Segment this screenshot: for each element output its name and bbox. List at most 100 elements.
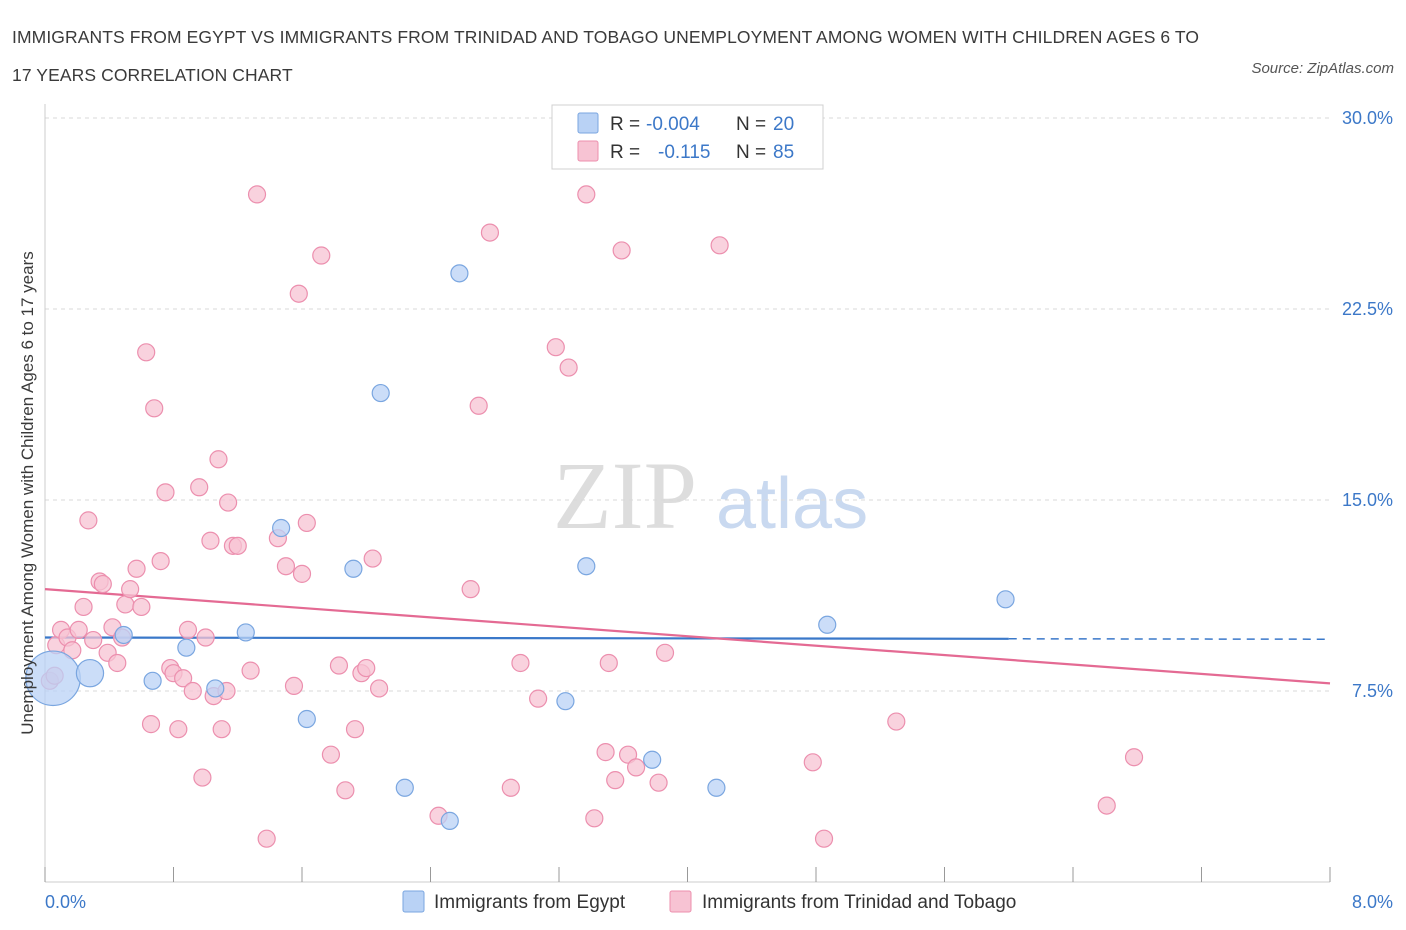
point-trinidad xyxy=(585,809,604,828)
point-trinidad xyxy=(626,758,646,777)
point-trinidad xyxy=(201,531,220,550)
point-trinidad xyxy=(606,771,625,790)
legend-r-value-trinidad: -0.115 xyxy=(658,142,710,163)
point-egypt xyxy=(114,625,133,645)
point-trinidad xyxy=(357,658,376,678)
point-trinidad xyxy=(156,483,175,502)
point-egypt xyxy=(236,623,255,642)
point-trinidad xyxy=(247,185,267,204)
point-egypt xyxy=(996,590,1015,609)
point-trinidad xyxy=(276,557,296,576)
series-legend-label-trinidad: Immigrants from Trinidad and Tobago xyxy=(702,892,1016,913)
point-trinidad xyxy=(132,597,151,617)
point-egypt xyxy=(206,679,225,698)
series-legend-label-egypt: Immigrants from Egypt xyxy=(434,892,626,913)
legend-n-value-trinidad: 85 xyxy=(773,142,794,163)
point-trinidad xyxy=(209,450,228,469)
y-tick-label: 7.5% xyxy=(1352,681,1393,701)
point-egypt xyxy=(450,264,469,283)
point-trinidad xyxy=(190,478,209,497)
legend-r-value-egypt: -0.004 xyxy=(646,114,700,135)
point-egypt xyxy=(707,778,726,797)
point-egypt xyxy=(440,811,459,830)
point-trinidad xyxy=(529,689,548,708)
point-trinidad xyxy=(501,778,520,797)
point-egypt xyxy=(577,557,596,576)
point-trinidad xyxy=(297,513,316,533)
legend-swatch-egypt xyxy=(577,112,599,134)
point-trinidad xyxy=(193,768,212,787)
point-egypt xyxy=(177,638,196,657)
gridlines xyxy=(45,117,1330,692)
x-tick-label: 0.0% xyxy=(45,892,86,912)
legend-n-value-egypt: 20 xyxy=(773,114,794,135)
y-axis-label: Unemployment Among Women with Children A… xyxy=(18,251,37,735)
point-trinidad xyxy=(1124,748,1144,767)
point-trinidad xyxy=(469,396,488,415)
point-trinidad xyxy=(69,620,88,639)
point-trinidad xyxy=(312,246,331,265)
y-tick-label: 22.5% xyxy=(1342,299,1393,319)
point-trinidad xyxy=(321,745,341,764)
point-trinidad xyxy=(649,773,668,792)
point-trinidad xyxy=(559,358,578,377)
point-trinidad xyxy=(596,743,615,762)
point-trinidad xyxy=(79,511,98,530)
point-egypt xyxy=(272,518,291,538)
point-egypt xyxy=(75,658,105,688)
point-egypt xyxy=(371,383,390,403)
point-trinidad xyxy=(655,643,675,662)
point-trinidad xyxy=(145,399,164,418)
point-trinidad xyxy=(257,829,276,848)
series-legend: Immigrants from Egypt Immigrants from Tr… xyxy=(402,890,1016,913)
point-egypt xyxy=(395,778,414,797)
watermark-zip: ZIP xyxy=(553,442,697,549)
point-trinidad xyxy=(363,549,382,568)
point-trinidad xyxy=(1097,796,1116,815)
point-trinidad xyxy=(710,236,729,255)
legend-swatch-trinidad xyxy=(577,140,599,162)
point-trinidad xyxy=(336,781,355,800)
legend-r-label-trinidad: R = xyxy=(610,142,640,163)
point-trinidad xyxy=(329,656,349,675)
point-trinidad xyxy=(546,338,565,357)
trend-line-trinidad xyxy=(44,588,1331,685)
point-trinidad xyxy=(228,536,247,555)
legend-n-label-trinidad: N = xyxy=(736,142,766,163)
point-trinidad xyxy=(116,595,135,614)
point-trinidad xyxy=(803,753,822,772)
point-trinidad xyxy=(461,580,480,599)
point-trinidad xyxy=(93,574,112,594)
point-egypt xyxy=(556,692,575,711)
point-trinidad xyxy=(241,661,260,680)
point-trinidad xyxy=(141,715,161,734)
point-trinidad xyxy=(84,630,103,650)
point-trinidad xyxy=(284,676,304,696)
point-trinidad xyxy=(599,653,618,673)
series-legend-swatch-trinidad xyxy=(669,890,692,913)
legend-n-label-egypt: N = xyxy=(736,114,766,135)
point-trinidad xyxy=(612,241,631,260)
point-trinidad xyxy=(887,712,906,731)
point-trinidad xyxy=(108,653,127,673)
x-tick-label: 8.0% xyxy=(1352,892,1393,912)
correlation-legend: R = -0.004 N = 20 R = -0.115 N = 85 xyxy=(551,104,824,170)
point-trinidad xyxy=(577,185,596,204)
series-legend-swatch-egypt xyxy=(402,890,425,913)
point-trinidad xyxy=(183,681,202,701)
point-trinidad xyxy=(174,669,193,688)
point-trinidad xyxy=(511,653,530,673)
point-egypt xyxy=(818,615,837,634)
point-trinidad xyxy=(121,580,140,599)
point-egypt xyxy=(143,671,162,690)
point-trinidad xyxy=(345,720,365,739)
point-trinidad xyxy=(178,620,198,639)
point-trinidad xyxy=(127,559,146,578)
chart-title: IMMIGRANTS FROM EGYPT VS IMMIGRANTS FROM… xyxy=(12,27,1200,85)
point-trinidad xyxy=(219,493,238,512)
point-trinidad xyxy=(212,720,231,739)
point-trinidad xyxy=(292,564,312,583)
data-points xyxy=(25,185,1144,848)
point-trinidad xyxy=(480,223,500,242)
point-egypt xyxy=(643,750,662,769)
